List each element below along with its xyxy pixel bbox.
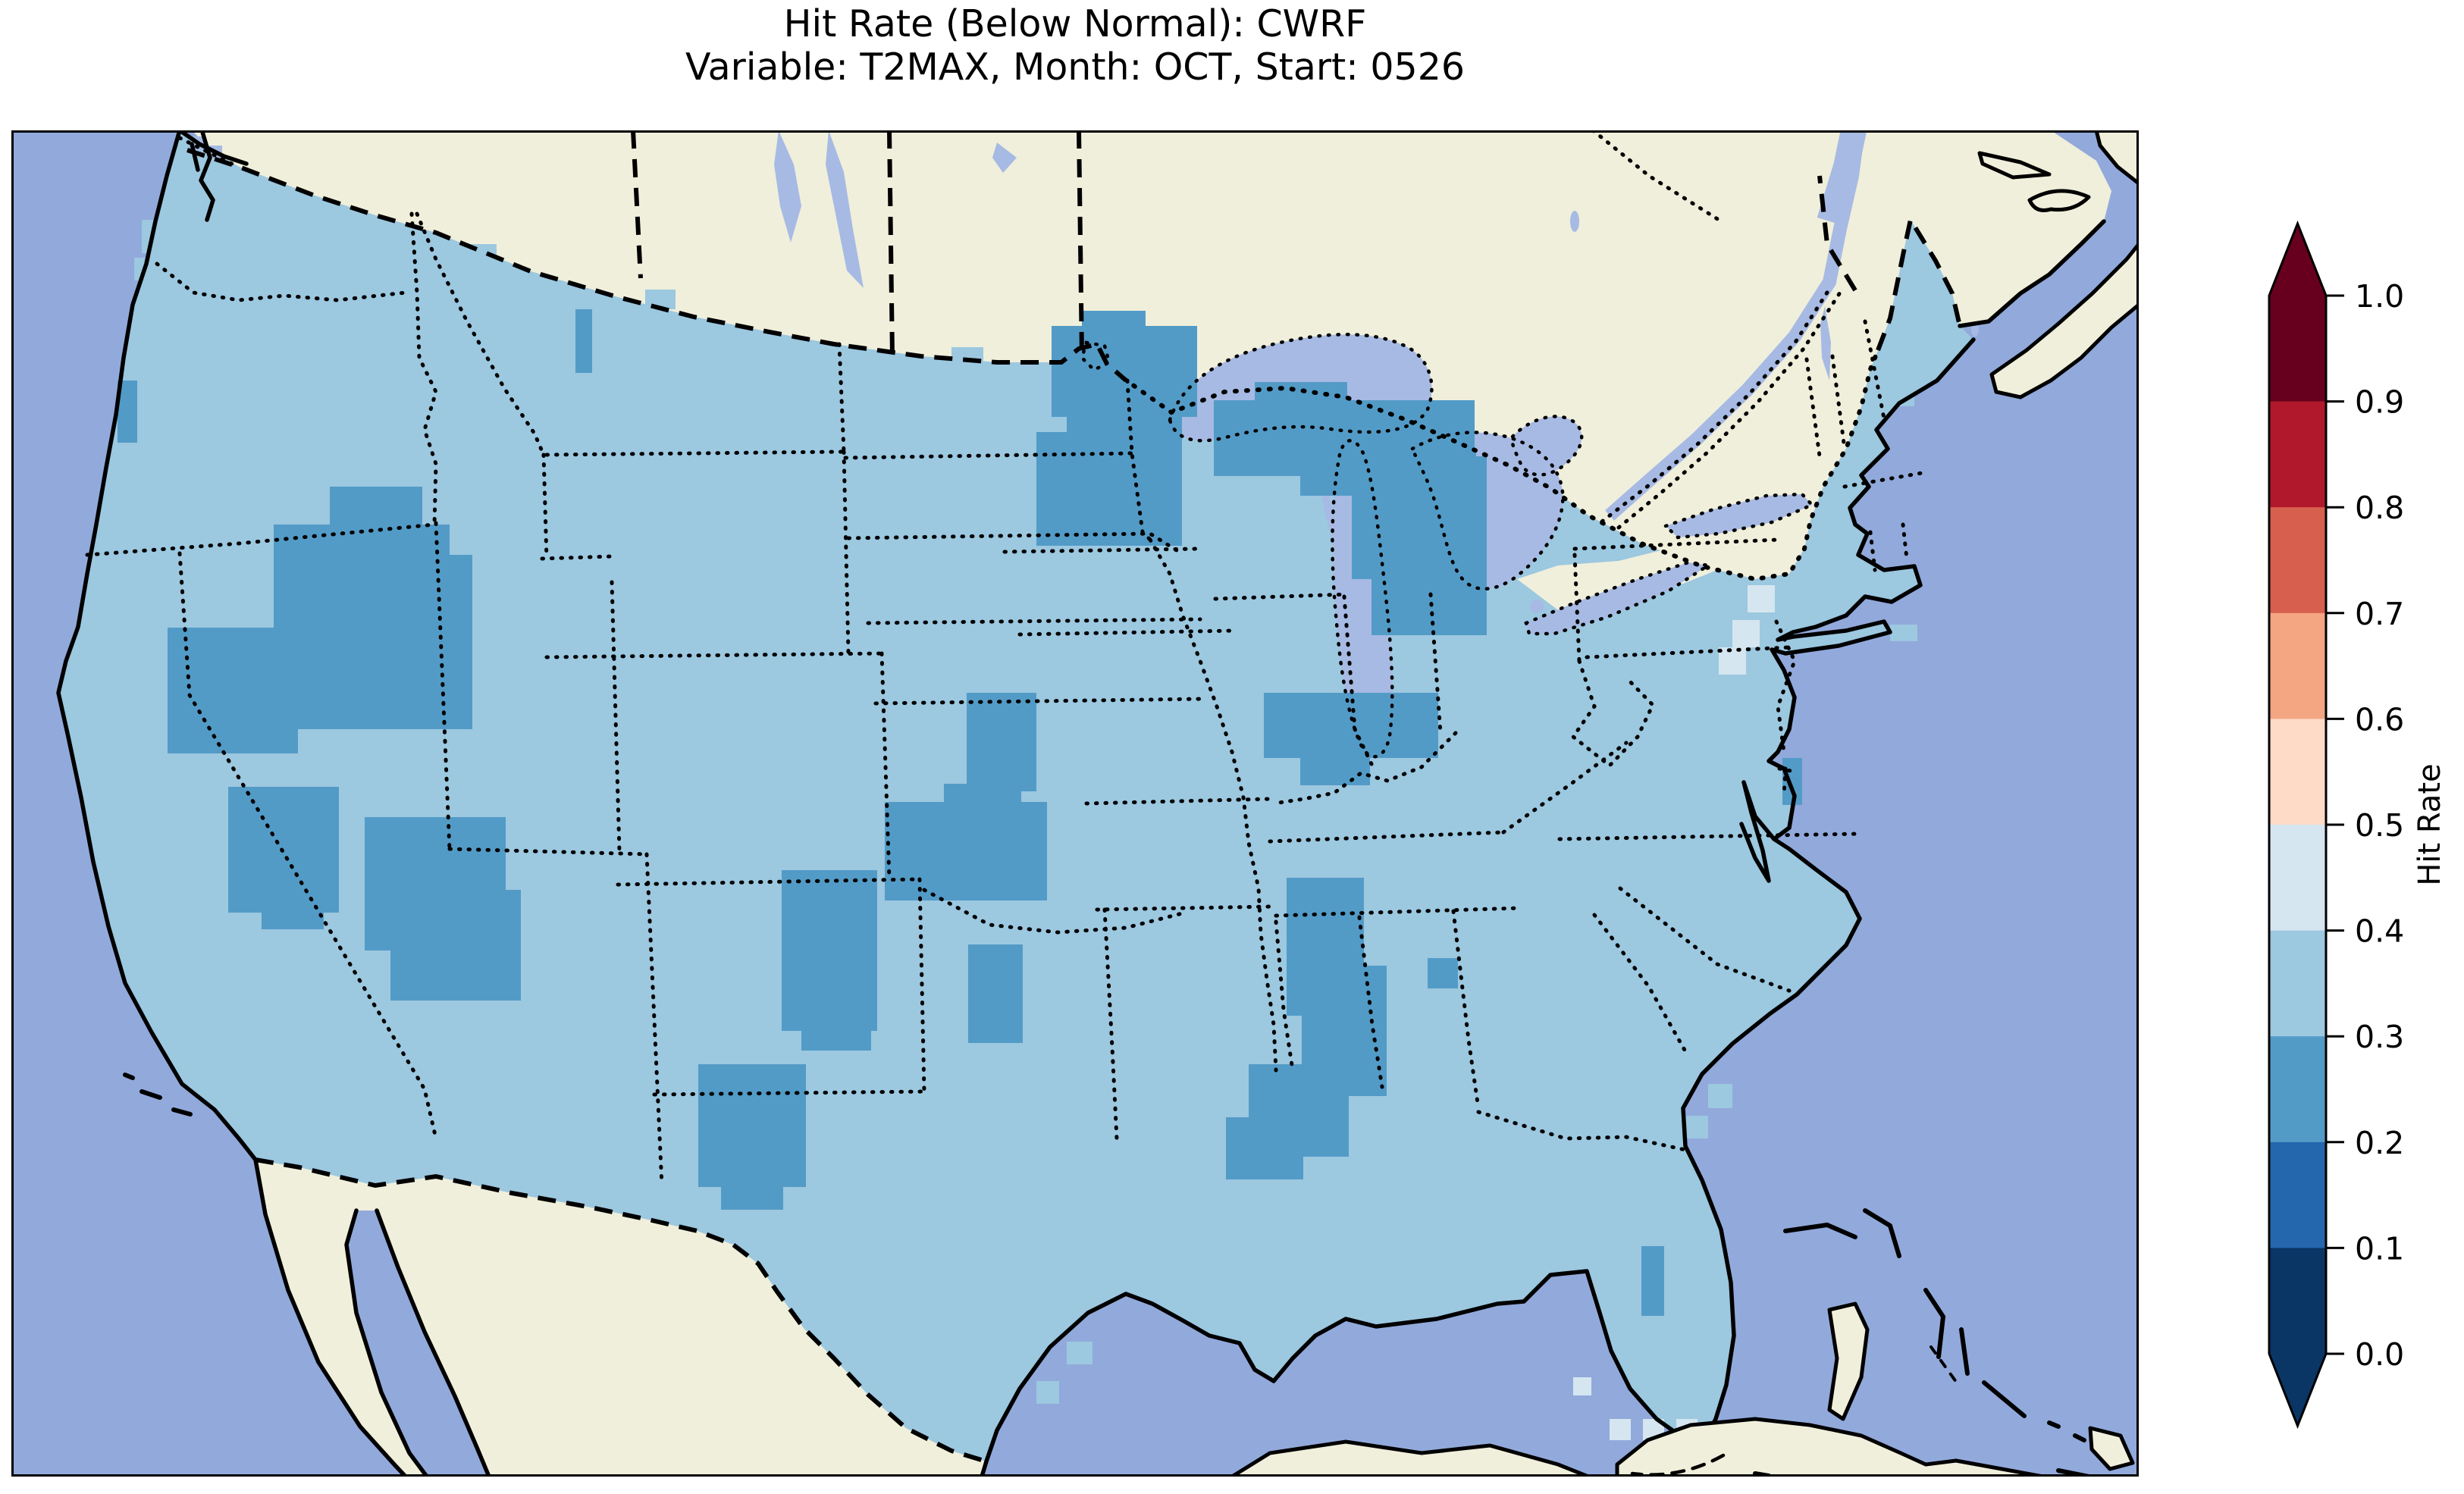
map-frame	[11, 130, 2139, 1477]
lake-winnipeg-west	[774, 130, 801, 243]
colorbar-segments	[2269, 224, 2326, 1426]
state-borders	[85, 130, 1924, 1188]
map-plot	[11, 130, 2139, 1477]
prince-edward-island	[2027, 189, 2091, 212]
colorbar-tick-labels: 1.0 0.9 0.8 0.7 0.6 0.5 0.4 0.3 0.2 0.1 0.0	[2355, 278, 2404, 1373]
colorbar-segment	[2269, 825, 2326, 932]
colorbar-tick-label: 0.0	[2355, 1336, 2404, 1373]
colorbar-segment	[2269, 1142, 2326, 1248]
quebec-nb-border	[1817, 175, 1857, 292]
colorbar-tick-label: 0.6	[2355, 701, 2404, 738]
colorbar-tick-label: 0.3	[2355, 1019, 2404, 1055]
colorbar-tick-label: 1.0	[2355, 278, 2404, 315]
channel-island-3	[123, 1073, 135, 1080]
colorbar-segment	[2269, 296, 2326, 402]
colorbar-extend-min	[2269, 1354, 2326, 1426]
st-lawrence-estuary	[1817, 130, 1867, 225]
pacific-coastline	[56, 130, 258, 1162]
canada-coast-northeast	[1958, 219, 2106, 328]
cuba	[1615, 1417, 2045, 1477]
colorbar-segment	[2269, 930, 2326, 1037]
puget-sound	[199, 130, 215, 222]
newfoundland-corner	[2094, 130, 2139, 186]
colorbar-tick-label: 0.2	[2355, 1125, 2404, 1161]
nova-scotia	[1989, 242, 2139, 399]
andros-island	[1827, 1301, 1870, 1421]
title-line-2: Variable: T2MAX, Month: OCT, Start: 0526	[685, 45, 1466, 89]
colorbar-tick-label: 0.1	[2355, 1230, 2404, 1267]
bahama-dot-1	[2047, 1420, 2061, 1429]
figure-title: Hit Rate (Below Normal): CWRF Variable: …	[11, 3, 2139, 89]
inagua-island	[2088, 1426, 2135, 1471]
colorbar-ticks	[2326, 294, 2344, 1355]
channel-island-2	[171, 1107, 193, 1117]
colorbar-tick-label: 0.7	[2355, 596, 2404, 632]
long-island-bahamas	[1982, 1380, 2027, 1418]
colorbar-segment	[2269, 507, 2326, 614]
exuma-chain	[1930, 1345, 1960, 1386]
gulf-california-west	[344, 1208, 429, 1477]
title-line-1: Hit Rate (Below Normal): CWRF	[783, 2, 1367, 45]
provincial-border-2	[887, 130, 895, 357]
gulf-of-california	[346, 1211, 489, 1477]
colorbar-segment	[2269, 401, 2326, 508]
us-canada-border	[187, 148, 1126, 381]
mexico-gulf-coast	[980, 1459, 989, 1477]
data-grid-fringe	[134, 220, 1964, 1404]
colorbar: 1.0 0.9 0.8 0.7 0.6 0.5 0.4 0.3 0.2 0.1 0.0 Hit Ra…	[2268, 220, 2447, 1430]
lake-shoreline-dots	[1080, 333, 1815, 759]
cat-island	[1959, 1327, 1970, 1376]
colorbar-axis-label: Hit Rate	[2412, 763, 2447, 885]
colorbar-tick-label: 0.4	[2355, 913, 2404, 950]
border-through-lakes	[1122, 348, 1880, 582]
georgian-bay	[1512, 416, 1582, 475]
canada-small-lake	[992, 143, 1017, 173]
southern-ontario-wedge	[1517, 509, 1808, 617]
small-island-marks	[123, 1073, 2091, 1477]
colorbar-segment	[2269, 612, 2326, 719]
baja-outer-coast	[253, 1157, 408, 1477]
colorbar-tick-label: 0.8	[2355, 490, 2404, 526]
anticosti-island	[1977, 151, 2052, 180]
us-mexico-border	[255, 1157, 987, 1464]
lake-ontario	[1666, 494, 1812, 537]
lake-st-clair	[1530, 600, 1544, 613]
eleuthera	[1923, 1288, 1946, 1359]
islands	[1615, 130, 2139, 1477]
atlantic-gulf-coastline	[984, 337, 1976, 1464]
abaco	[1863, 1208, 1901, 1258]
colorbar-segment	[2269, 1036, 2326, 1143]
puget-sound-2	[190, 142, 200, 172]
lake-erie	[1526, 562, 1708, 634]
colorbar-tick-label: 0.5	[2355, 807, 2404, 844]
provincial-border-3	[1077, 130, 1084, 357]
lake-michigan	[1332, 440, 1393, 757]
country-borders	[187, 130, 1962, 1464]
coastlines	[56, 130, 2106, 1477]
chesapeake-detail	[1739, 780, 1776, 883]
hit-rate-cells-light	[1573, 585, 1775, 1440]
quebec-lake	[1570, 211, 1579, 232]
colorbar-extend-max	[2269, 224, 2326, 296]
bahama-dot-2	[2073, 1433, 2086, 1442]
strait-coast	[177, 130, 249, 166]
maine-border	[1876, 214, 1962, 352]
grand-bahama	[1783, 1222, 1857, 1239]
provincial-border-1	[631, 130, 643, 279]
gulf-california-east	[375, 1208, 491, 1477]
colorbar-segment	[2269, 1248, 2326, 1355]
channel-island-1	[140, 1089, 162, 1100]
lake-winnipeg-east	[826, 130, 864, 288]
colorbar-tick-label: 0.9	[2355, 384, 2404, 421]
lake-champlain	[1820, 306, 1831, 381]
hit-rate-patches-dark	[118, 309, 1802, 1316]
colorbar-segment	[2269, 719, 2326, 825]
